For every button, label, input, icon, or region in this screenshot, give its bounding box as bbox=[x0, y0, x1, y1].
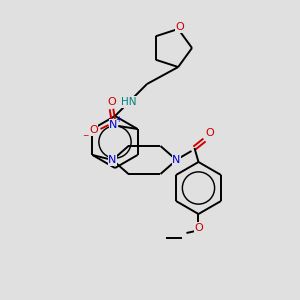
Text: N: N bbox=[109, 120, 118, 130]
Text: O: O bbox=[89, 125, 98, 135]
Text: N: N bbox=[172, 155, 181, 165]
Text: O: O bbox=[176, 22, 184, 32]
Text: −: − bbox=[82, 131, 89, 140]
Text: N: N bbox=[108, 155, 117, 165]
Text: O: O bbox=[194, 223, 203, 233]
Text: HN: HN bbox=[121, 97, 137, 107]
Text: O: O bbox=[107, 97, 116, 107]
Text: +: + bbox=[115, 115, 122, 124]
Text: O: O bbox=[205, 128, 214, 138]
